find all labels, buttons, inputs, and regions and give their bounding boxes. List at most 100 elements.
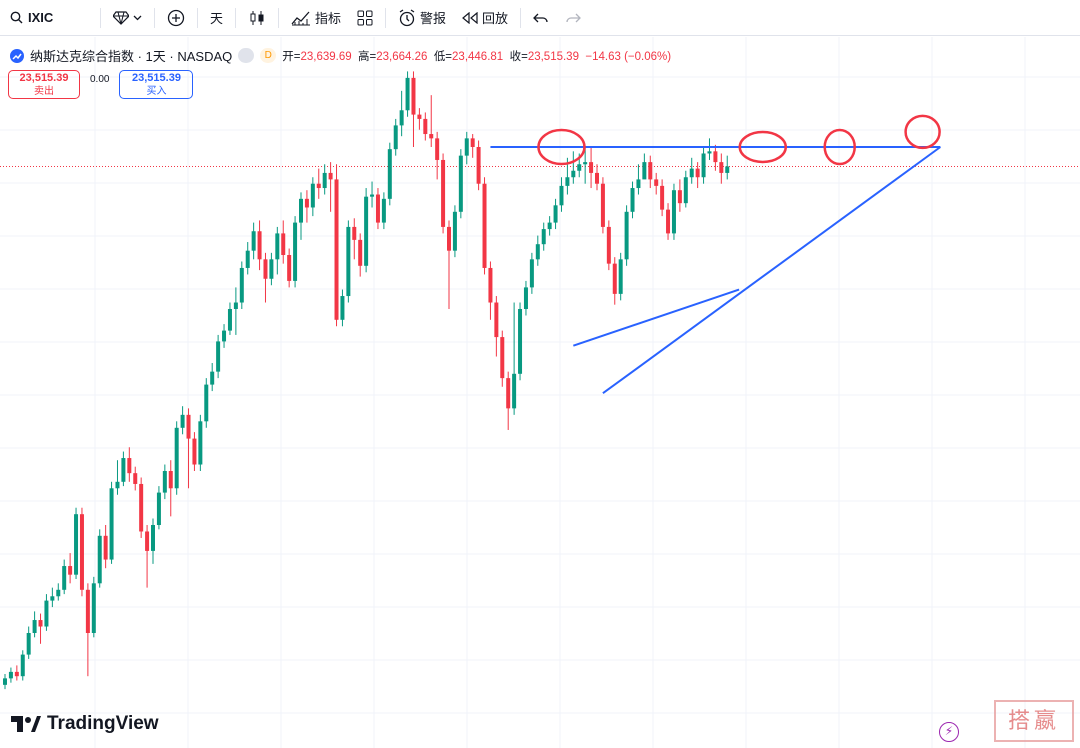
- alert-label: 警报: [420, 11, 447, 26]
- symbol-title: 纳斯达克综合指数 · 1天 · NASDAQ: [30, 49, 233, 64]
- alert-button[interactable]: 警报: [390, 4, 454, 32]
- market-status-badge: [238, 48, 255, 63]
- buy-button[interactable]: 23,515.39 买入: [119, 70, 194, 99]
- nasdaq-logo-icon: [10, 48, 24, 63]
- symbol-label: IXIC: [28, 10, 54, 25]
- candle-body: [677, 190, 682, 204]
- rewind-icon: [462, 11, 478, 24]
- candle-body: [565, 177, 570, 186]
- compare-dropdown[interactable]: [105, 4, 150, 32]
- symbol-search[interactable]: IXIC: [4, 3, 96, 33]
- candle-body: [127, 458, 132, 474]
- sell-button[interactable]: 23,515.39 卖出: [8, 70, 80, 99]
- candle-body: [571, 170, 576, 178]
- candle-body: [482, 183, 487, 268]
- candle-body: [512, 373, 517, 409]
- candle-body: [541, 229, 546, 245]
- interval-button[interactable]: 天: [210, 11, 224, 26]
- lightning-icon[interactable]: ⚡: [939, 722, 959, 742]
- candle-body: [435, 138, 440, 160]
- candle-body: [666, 209, 671, 234]
- close-value: 23,515.39: [527, 50, 579, 63]
- toolbar-divider: [100, 7, 101, 28]
- add-symbol-button[interactable]: [159, 4, 193, 32]
- trade-panel: 23,515.39 卖出 0.00 23,515.39 买入: [8, 70, 194, 99]
- ohlc-values: 开=23,639.69 高=23,664.26 低=23,446.81 收=23…: [282, 48, 671, 64]
- layout-button[interactable]: [349, 4, 381, 32]
- candle-body: [399, 110, 404, 126]
- candle-body: [393, 125, 398, 150]
- candle-body: [683, 177, 688, 204]
- support-trendline: [572, 288, 740, 347]
- data-delay-badge: D: [260, 48, 277, 63]
- candle-body: [417, 114, 422, 119]
- candle-body: [553, 205, 558, 223]
- candle-body: [447, 226, 451, 251]
- candle-body: [577, 164, 582, 171]
- candle-body: [458, 155, 463, 212]
- low-value: 23,446.81: [452, 50, 504, 63]
- candle-body: [387, 149, 392, 199]
- candle-body: [32, 620, 37, 633]
- candle-body: [612, 263, 617, 294]
- candle-body: [381, 198, 386, 223]
- annotation-circle: [904, 114, 941, 150]
- chevron-down-icon: [133, 15, 142, 20]
- tradingview-mark-icon: [11, 716, 41, 732]
- search-icon: [10, 11, 23, 24]
- candle-body: [198, 421, 203, 465]
- candle-body: [257, 231, 262, 260]
- candle-body: [725, 166, 730, 173]
- candle-body: [642, 162, 647, 180]
- candle-body: [518, 309, 523, 374]
- candle-body: [227, 309, 232, 331]
- replay-button[interactable]: 回放: [454, 4, 516, 32]
- candle-body: [44, 600, 49, 627]
- high-label: 高=: [358, 50, 377, 63]
- candle-body: [689, 168, 694, 178]
- alarm-clock-icon: [399, 8, 415, 26]
- candle-body: [186, 414, 191, 439]
- sell-label: 卖出: [34, 86, 54, 97]
- candle-body: [139, 483, 144, 532]
- indicators-button[interactable]: 指标: [283, 4, 349, 32]
- candle-body: [251, 231, 256, 251]
- candle-body: [488, 267, 493, 303]
- candle-body: [346, 226, 351, 297]
- candle-body: [506, 378, 511, 409]
- candle-body: [103, 535, 108, 560]
- annotation-circle: [738, 130, 788, 164]
- candle-body: [50, 596, 55, 601]
- candle-body: [310, 183, 315, 208]
- candle-body: [79, 514, 84, 590]
- candle-body: [636, 179, 641, 189]
- close-label: 收=: [509, 50, 528, 63]
- candle-body: [151, 525, 155, 551]
- toolbar-divider: [154, 7, 155, 28]
- candle-body: [74, 514, 79, 575]
- candle-body: [660, 185, 665, 210]
- open-label: 开=: [282, 50, 301, 63]
- candle-body: [328, 172, 333, 180]
- candle-body: [133, 473, 138, 484]
- undo-button[interactable]: [525, 4, 557, 32]
- diamond-icon: [113, 10, 129, 25]
- spread-value: 0.00: [90, 74, 110, 85]
- redo-button[interactable]: [557, 4, 589, 32]
- candle-body: [304, 198, 309, 208]
- candle-body: [162, 471, 167, 493]
- watermark-stamp: 搭嬴: [994, 700, 1074, 742]
- candle-body: [423, 118, 428, 135]
- chart-type-button[interactable]: [240, 4, 274, 32]
- price-chart[interactable]: [0, 37, 1080, 748]
- toolbar-divider: [278, 7, 280, 28]
- candle-body: [115, 481, 120, 489]
- candle-body: [583, 162, 588, 165]
- candle-body: [210, 371, 215, 385]
- change-value: −14.63 (−0.06%): [585, 50, 672, 63]
- candle-body: [630, 188, 635, 212]
- annotation-circle: [537, 128, 586, 166]
- candle-body: [707, 151, 712, 154]
- tradingview-logo[interactable]: TradingView: [11, 713, 159, 735]
- candle-body: [547, 222, 552, 230]
